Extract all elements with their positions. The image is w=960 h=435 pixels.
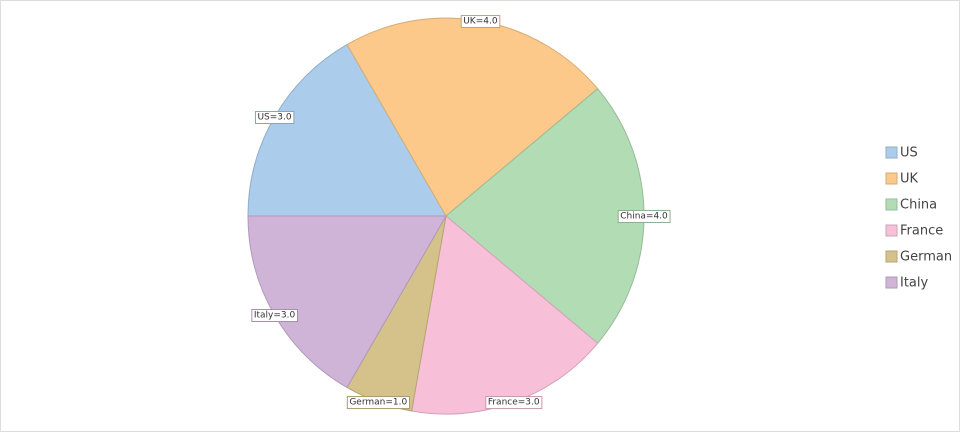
data-label-text: France=3.0 bbox=[488, 398, 540, 408]
data-label-box bbox=[617, 210, 671, 223]
legend-swatch bbox=[885, 224, 898, 237]
data-label-box bbox=[251, 309, 298, 322]
data-label-box bbox=[254, 111, 295, 124]
data-label: UK=4.0 bbox=[460, 15, 501, 29]
legend-swatch bbox=[885, 250, 898, 263]
data-label: German=1.0 bbox=[346, 396, 410, 410]
data-label: China=4.0 bbox=[617, 210, 671, 223]
legend-label: France bbox=[900, 224, 943, 239]
data-label-text: US=3.0 bbox=[257, 113, 291, 123]
legend-label: UK bbox=[900, 172, 919, 187]
legend-swatch bbox=[885, 172, 898, 185]
legend-swatch bbox=[885, 146, 898, 159]
legend-label: US bbox=[900, 146, 918, 161]
data-label: US=3.0 bbox=[254, 111, 295, 124]
data-label-box bbox=[485, 396, 543, 410]
legend-swatch bbox=[885, 198, 898, 211]
data-label-box bbox=[460, 15, 501, 29]
legend-label: German bbox=[900, 250, 952, 265]
legend-label: Italy bbox=[900, 276, 929, 291]
data-label-box bbox=[346, 396, 410, 410]
legend-label: China bbox=[900, 198, 937, 213]
data-label-text: UK=4.0 bbox=[463, 17, 498, 27]
data-label: Italy=3.0 bbox=[251, 309, 298, 322]
legend-swatch bbox=[885, 276, 898, 289]
data-label-text: China=4.0 bbox=[620, 212, 668, 222]
data-label: France=3.0 bbox=[485, 396, 543, 410]
data-label-text: German=1.0 bbox=[349, 398, 407, 408]
data-label-text: Italy=3.0 bbox=[254, 311, 296, 321]
